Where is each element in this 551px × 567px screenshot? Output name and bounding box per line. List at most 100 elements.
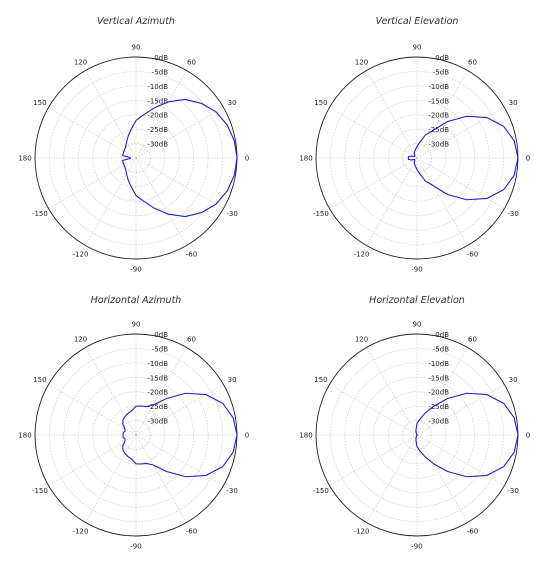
- grid-spoke: [329, 384, 418, 436]
- angle-tick-label: -60: [467, 251, 478, 259]
- angle-tick-label: -60: [467, 528, 478, 536]
- angle-tick-label: 180: [299, 432, 312, 440]
- radial-tick-label: -5dB: [152, 345, 168, 353]
- grid-spoke: [48, 107, 137, 159]
- radial-tick-label: -30dB: [428, 418, 449, 426]
- radial-tick-label: -15dB: [147, 97, 168, 105]
- chart-title: Horizontal Elevation: [369, 295, 465, 306]
- grid-spoke: [416, 434, 505, 486]
- radial-tick-label: -25dB: [147, 403, 168, 411]
- radial-tick-label: -25dB: [428, 126, 449, 134]
- radial-tick-label: -30dB: [428, 141, 449, 149]
- chart-title: Vertical Elevation: [376, 16, 459, 27]
- grid-spoke: [48, 434, 137, 486]
- chart-title: Horizontal Azimuth: [91, 295, 182, 306]
- angle-tick-label: 150: [33, 99, 46, 107]
- angle-tick-label: 60: [187, 58, 196, 66]
- grid-spoke: [416, 157, 468, 246]
- grid-spoke: [135, 107, 224, 159]
- angle-tick-label: -150: [313, 487, 329, 495]
- radial-tick-label: 0dB: [435, 331, 449, 339]
- radial-tick-label: -15dB: [428, 97, 449, 105]
- pattern-curve: [122, 98, 238, 218]
- angle-tick-label: -90: [130, 543, 141, 551]
- angle-tick-label: 0: [245, 155, 249, 163]
- angle-tick-label: 180: [299, 155, 312, 163]
- angle-tick-label: -30: [226, 487, 237, 495]
- grid-spoke: [85, 157, 137, 246]
- angle-tick-label: -90: [411, 543, 422, 551]
- angle-tick-label: -30: [507, 487, 518, 495]
- angle-tick-label: -60: [186, 251, 197, 259]
- grid-spoke: [416, 384, 505, 436]
- pattern-curve: [407, 115, 519, 201]
- grid-spoke: [366, 70, 418, 159]
- grid-spoke: [366, 347, 418, 436]
- grid-ring: [402, 143, 432, 173]
- angle-tick-label: -120: [73, 528, 89, 536]
- grid-spoke: [329, 434, 418, 486]
- grid-spoke: [416, 107, 505, 159]
- radial-tick-label: -20dB: [428, 112, 449, 120]
- radial-tick-label: -5dB: [433, 68, 449, 76]
- radial-tick-label: -20dB: [428, 389, 449, 397]
- grid-spoke: [135, 157, 224, 209]
- radial-tick-label: -15dB: [428, 374, 449, 382]
- radial-tick-label: -15dB: [147, 374, 168, 382]
- grid-ring: [49, 71, 223, 245]
- radial-tick-label: -20dB: [147, 389, 168, 397]
- angle-tick-label: -150: [32, 210, 48, 218]
- grid-spoke: [416, 157, 505, 209]
- radial-tick-label: -30dB: [147, 418, 168, 426]
- grid-spoke: [366, 157, 418, 246]
- angle-tick-label: 30: [228, 376, 237, 384]
- radial-tick-label: -20dB: [147, 112, 168, 120]
- radial-tick-label: 0dB: [435, 54, 449, 62]
- grid-spoke: [416, 70, 468, 159]
- grid-spoke: [48, 384, 137, 436]
- grid-ring: [330, 348, 504, 522]
- angle-tick-label: 30: [509, 99, 518, 107]
- grid-spoke: [48, 157, 137, 209]
- angle-tick-label: 60: [468, 58, 477, 66]
- pattern-curve: [415, 392, 519, 478]
- angle-tick-label: 60: [187, 335, 196, 343]
- angle-tick-label: 0: [526, 432, 530, 440]
- grid-ring: [106, 128, 166, 188]
- grid-spoke: [416, 347, 468, 436]
- angle-tick-label: 120: [74, 58, 87, 66]
- pattern-curve: [122, 392, 238, 478]
- grid-spoke: [135, 157, 187, 246]
- radial-tick-label: 0dB: [154, 331, 168, 339]
- angle-tick-label: 150: [33, 376, 46, 384]
- grid-spoke: [85, 347, 137, 436]
- polar-chart-vertical-elevation: Vertical Elevation 90 60 30 0 -30 -60 -90 -120 -1…: [299, 16, 530, 274]
- angle-tick-label: 120: [355, 58, 368, 66]
- radial-tick-label: -5dB: [433, 345, 449, 353]
- grid-spoke: [135, 434, 224, 486]
- grid-spoke: [366, 434, 418, 523]
- polar-chart-horizontal-elevation: Horizontal Elevation 90 60 30 0 -30 -60 -90 -120…: [299, 295, 530, 551]
- angle-tick-label: -90: [130, 266, 141, 274]
- angle-tick-label: -120: [73, 251, 89, 259]
- angle-tick-label: 90: [413, 321, 422, 329]
- grid-ring: [387, 128, 447, 188]
- radial-tick-label: -10dB: [147, 83, 168, 91]
- grid-ring: [330, 71, 504, 245]
- grid-spoke: [135, 434, 187, 523]
- angle-tick-label: 0: [245, 432, 249, 440]
- polar-chart-vertical-azimuth: Vertical Azimuth 90 60 30 0 -30 -60 -90 -120 -150…: [18, 16, 249, 274]
- chart-title: Vertical Azimuth: [97, 16, 175, 27]
- angle-tick-label: 90: [132, 44, 141, 52]
- grid-spoke: [416, 434, 468, 523]
- angle-tick-label: -150: [313, 210, 329, 218]
- polar-chart-horizontal-azimuth: Horizontal Azimuth 90 60 30 0 -30 -60 -90 -120 -1…: [18, 295, 249, 551]
- radial-tick-label: -5dB: [152, 68, 168, 76]
- angle-tick-label: 180: [18, 432, 31, 440]
- grid-spoke: [135, 347, 187, 436]
- angle-tick-label: -90: [411, 266, 422, 274]
- grid-ring: [402, 420, 432, 450]
- angle-tick-label: -30: [507, 210, 518, 218]
- grid-spoke: [329, 157, 418, 209]
